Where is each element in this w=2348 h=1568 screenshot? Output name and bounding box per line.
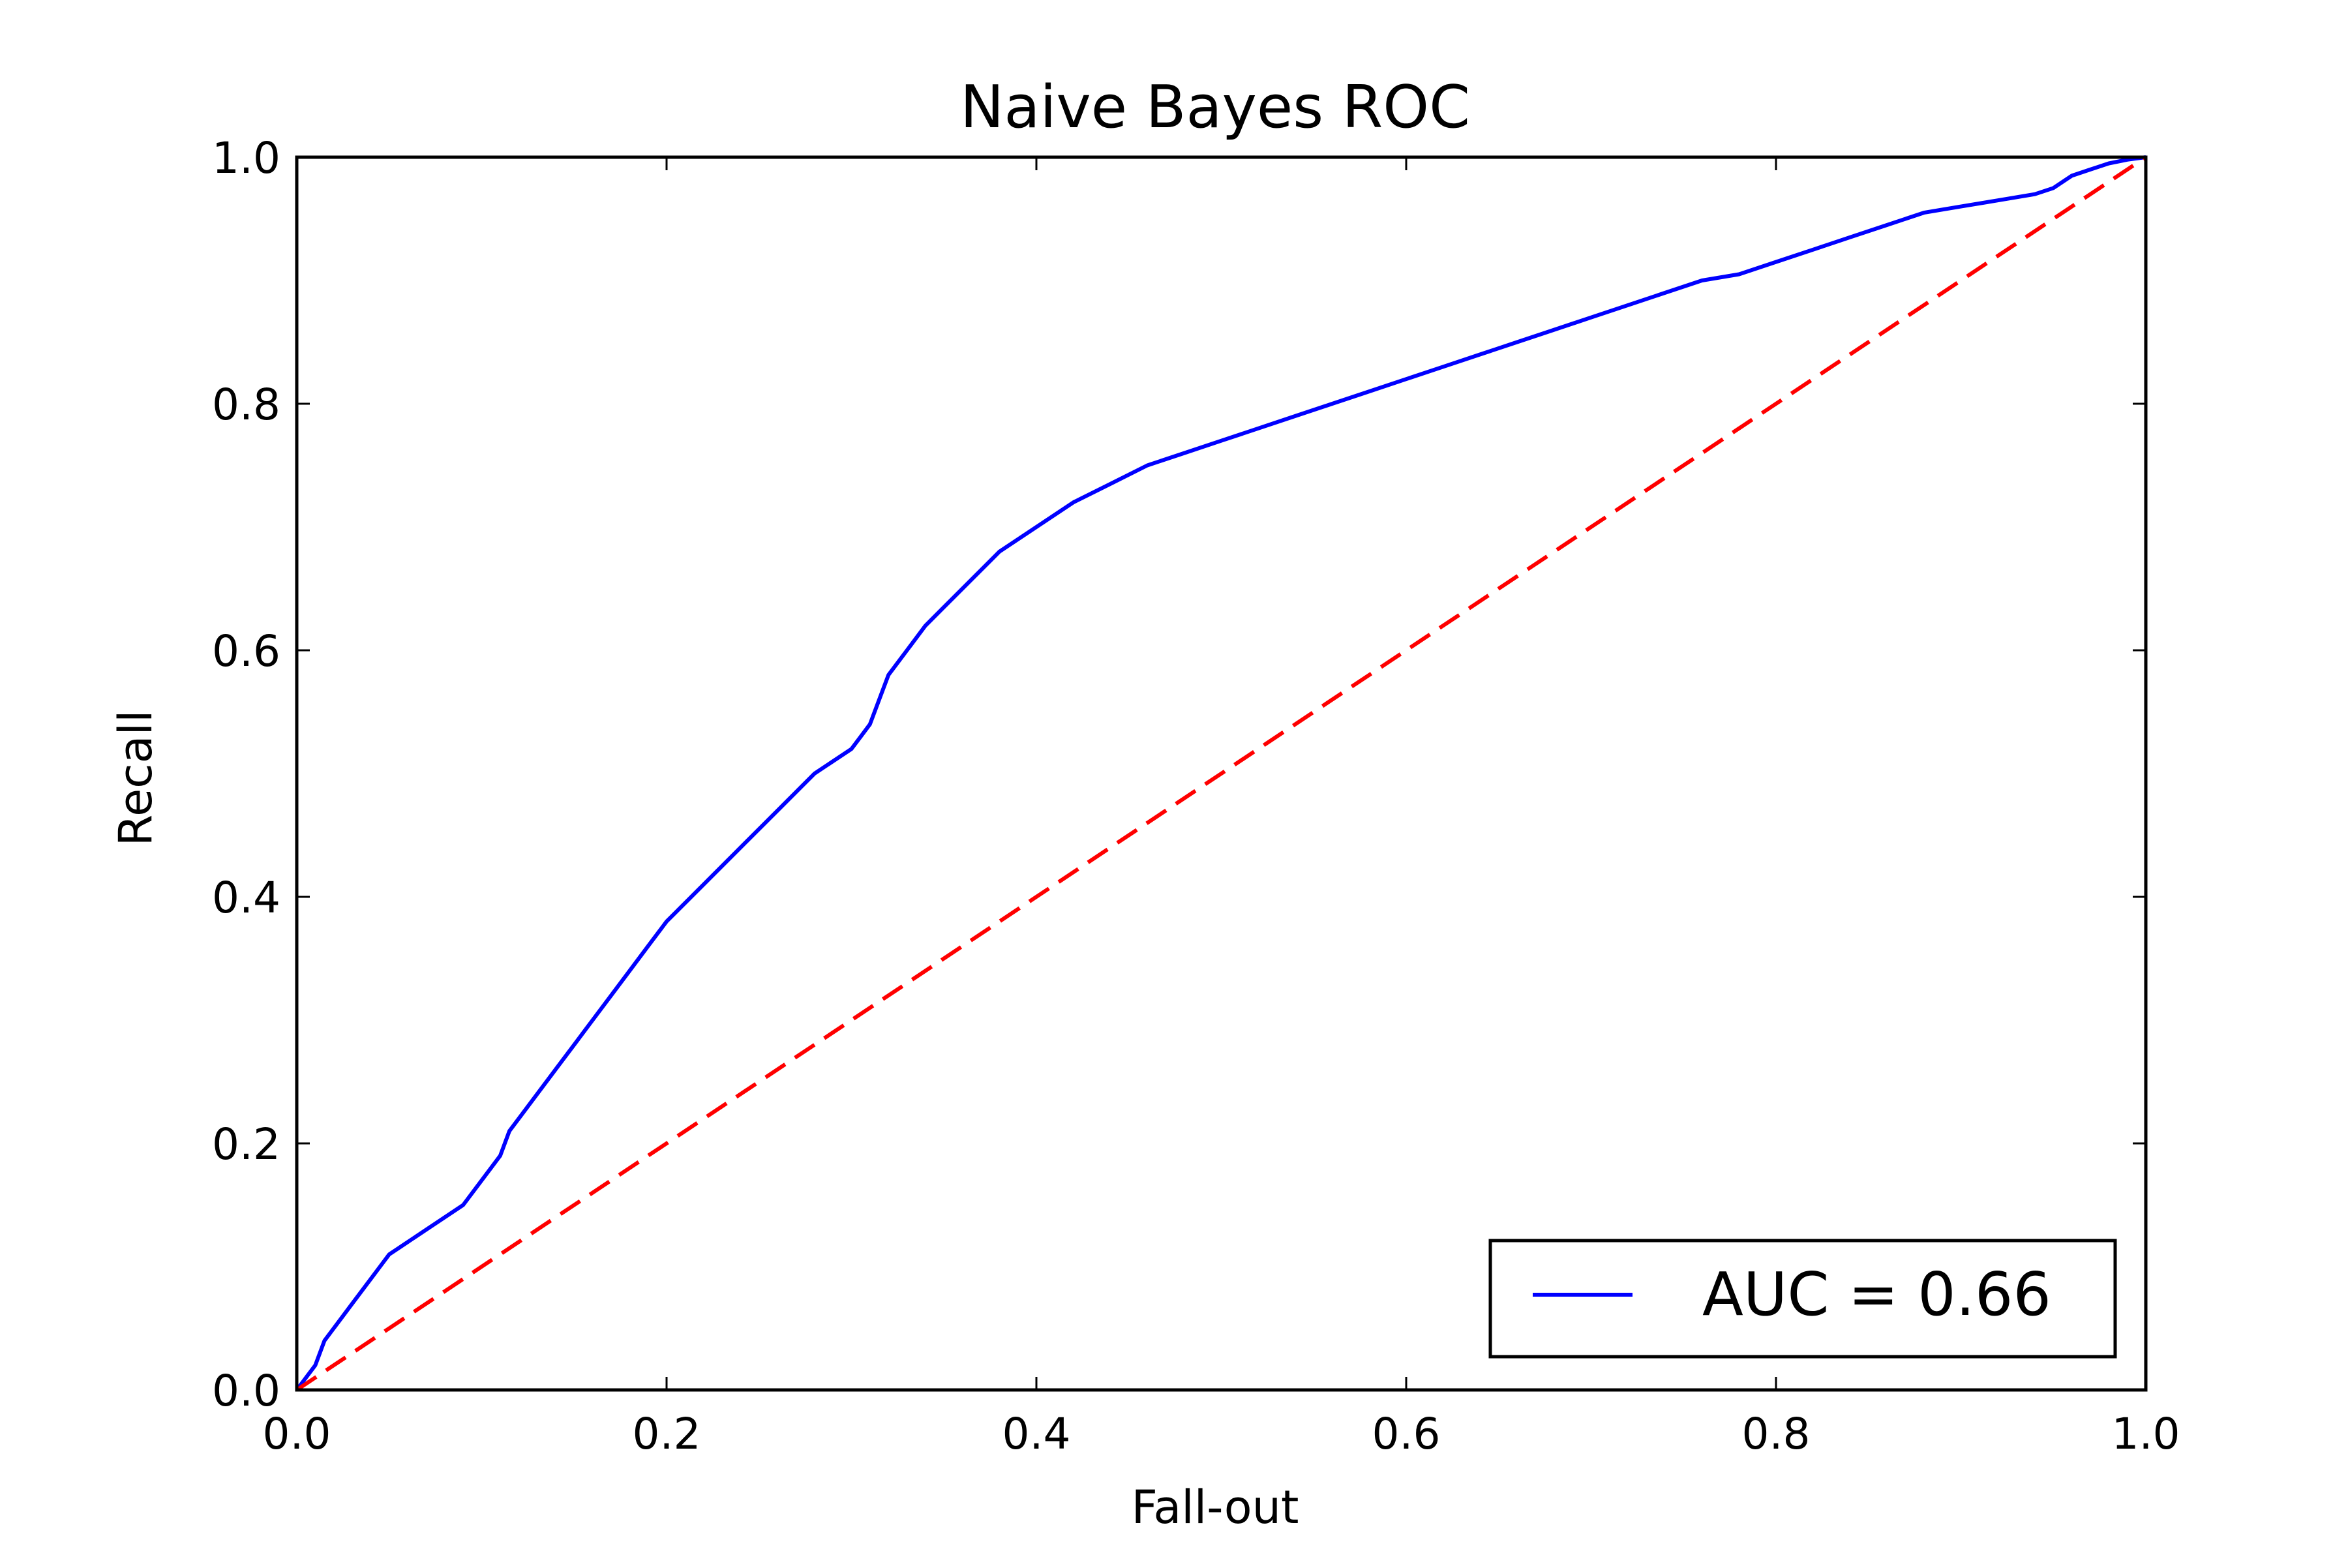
y-tick-label: 1.0: [212, 133, 280, 183]
y-tick-label: 0.8: [212, 380, 280, 430]
series-layer: [295, 155, 2147, 1392]
y-tick-label: 0.0: [212, 1366, 280, 1416]
y-tick-label: 0.2: [212, 1119, 280, 1169]
x-tick-label: 0.6: [1372, 1409, 1441, 1459]
roc-curve-line: [295, 155, 2146, 1391]
legend-label-auc: AUC = 0.66: [1702, 1259, 2051, 1329]
y-tick-label: 0.6: [212, 626, 280, 676]
legend-box: [1488, 1239, 2117, 1359]
chart-title: Naive Bayes ROC: [960, 73, 1470, 142]
legend: AUC = 0.66: [1488, 1239, 2117, 1359]
x-axis-label: Fall-out: [1132, 1481, 1299, 1534]
x-tick-label: 0.4: [1002, 1409, 1071, 1459]
x-tick-label: 1.0: [2112, 1409, 2180, 1459]
plot-frame: [295, 155, 2148, 1392]
chance-diagonal-line: [295, 155, 2147, 1392]
x-tick-label: 0.2: [633, 1409, 701, 1459]
y-axis-label: Recall: [109, 710, 162, 847]
x-tick-label: 0.8: [1742, 1409, 1811, 1459]
ticks-layer: 0.0 0.2 0.4 0.6 0.8 1.0 0.0 0.2 0.4 0.6 0.8 1.0: [212, 133, 2180, 1459]
y-tick-label: 0.4: [212, 873, 280, 923]
x-tick-label: 0.0: [263, 1409, 331, 1459]
